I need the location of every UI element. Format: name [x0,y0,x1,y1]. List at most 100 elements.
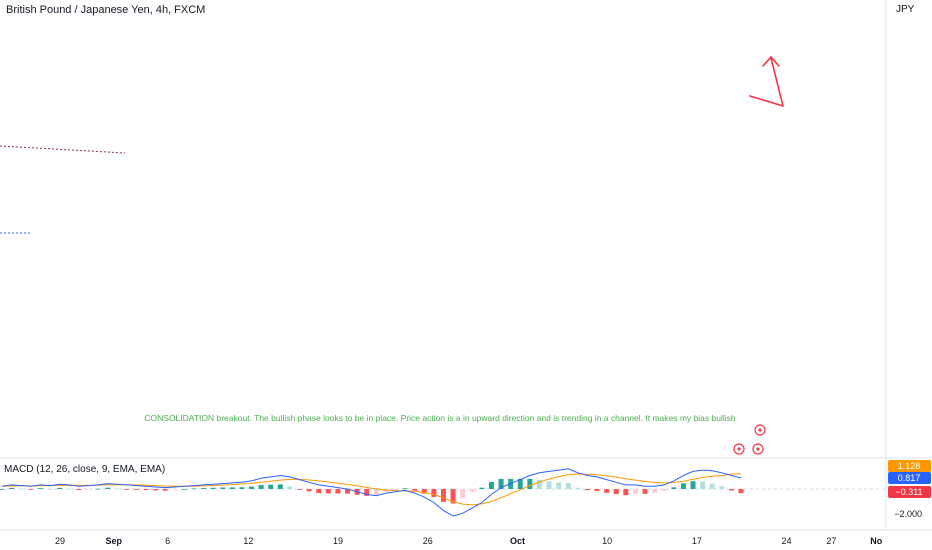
macd-histogram-bar [18,488,24,490]
macd-histogram-bar [575,487,581,489]
macd-value-badge [888,460,931,472]
time-axis-tick: No [870,536,882,546]
macd-histogram-bar [249,486,255,489]
time-axis-tick: 12 [243,536,253,546]
macd-indicator-label[interactable]: MACD (12, 26, close, 9, EMA, EMA) [4,464,166,475]
macd-histogram-bar [364,489,370,496]
macd-signal-line [1,473,742,506]
macd-value: −0.311 [895,487,922,497]
macd-value: 1.128 [898,461,921,471]
macd-histogram-bar [728,489,734,491]
macd-histogram-bar [440,489,446,502]
analysis-annotation: CONSOLIDATION breakout. The bullish phas… [144,413,735,423]
macd-histogram-bar [297,489,303,490]
macd-histogram-bar [450,489,456,504]
macd-histogram-bar [412,489,418,491]
macd-histogram-bar [632,489,638,494]
macd-histogram-bar [584,489,590,491]
macd-histogram-bar [594,489,600,492]
macd-histogram-bar [57,487,63,489]
macd-histogram-bar [258,484,264,489]
consolidation-trendline [0,145,126,154]
time-axis-tick: Sep [106,536,123,546]
macd-histogram-bar [652,489,658,493]
macd-histogram-bar [709,483,715,489]
macd-line [1,468,742,517]
macd-histogram-bar [469,489,475,492]
macd-histogram-bar [421,489,427,494]
macd-histogram-bar [316,489,322,494]
time-axis-tick: Oct [510,536,525,546]
time-axis-tick: 10 [602,536,612,546]
macd-histogram-bar [181,489,187,490]
projection-arrow [749,57,784,107]
macd-histogram-bar [460,489,466,499]
macd-histogram-bar [690,481,696,489]
macd-histogram-bar [9,487,15,489]
macd-histogram-bar [392,489,398,491]
macd-histogram-bar [402,488,408,490]
macd-histogram-bar [479,487,485,489]
economic-event-dot [758,428,762,432]
macd-histogram-bar [85,489,91,490]
macd-histogram-bar [229,487,235,489]
macd-histogram-bar [220,487,226,489]
macd-histogram-bar [565,483,571,489]
macd-histogram-bar [517,478,523,489]
time-axis-tick: 17 [692,536,702,546]
macd-histogram-bar [661,489,667,492]
macd-histogram-bar [719,486,725,489]
macd-histogram-bar [345,489,351,494]
macd-histogram-bar [201,488,207,489]
economic-event-dot [756,447,760,451]
time-axis-tick: 26 [423,536,433,546]
economic-event-dot [737,447,741,451]
time-axis-tick: 6 [165,536,170,546]
macd-histogram-bar [172,489,178,490]
macd-histogram-bar [498,478,504,489]
macd-histogram-bar [66,488,72,490]
macd-histogram-bar [613,489,619,495]
macd-histogram-bar [162,489,168,491]
chart-title: British Pound / Japanese Yen, 4h, FXCM [6,4,206,16]
macd-histogram-bar [47,489,53,490]
macd-histogram-bar [536,479,542,489]
macd-histogram-bar [114,488,120,490]
time-axis-tick: 27 [826,536,836,546]
macd-histogram-bar [210,487,216,489]
macd-value-badge [888,486,931,498]
macd-histogram-bar [277,484,283,489]
macd-histogram-bar [335,489,341,494]
macd-histogram-bar [191,488,197,490]
macd-histogram-bar [700,481,706,489]
time-axis-tick: 29 [55,536,65,546]
macd-histogram-bar [95,488,101,490]
time-axis-tick: 19 [333,536,343,546]
macd-histogram-bar [76,489,82,490]
macd-histogram-bar [153,489,159,491]
macd-histogram-bar [287,486,293,489]
macd-histogram-bar [325,489,331,494]
projection-arrowhead [762,55,780,67]
macd-axis-tick: −2.000 [894,509,922,519]
macd-histogram-bar [143,489,149,491]
macd-histogram-bar [556,482,562,489]
macd-histogram-bar [133,489,139,490]
macd-histogram-bar [37,488,43,489]
macd-histogram-bar [527,478,533,489]
macd-histogram-bar [671,487,677,489]
macd-histogram-bar [239,487,245,489]
macd-histogram-bar [604,489,610,493]
macd-value: 0.817 [898,473,921,483]
macd-histogram-bar [105,487,111,489]
macd-histogram-bar [268,484,274,489]
macd-value-badge [888,472,931,484]
macd-histogram-bar [488,481,494,489]
macd-histogram-bar [431,489,437,497]
macd-histogram-bar [623,489,629,496]
macd-histogram-bar [642,489,648,494]
time-axis-tick: 24 [782,536,792,546]
macd-histogram-bar [0,489,5,490]
macd-histogram-bar [28,489,34,490]
